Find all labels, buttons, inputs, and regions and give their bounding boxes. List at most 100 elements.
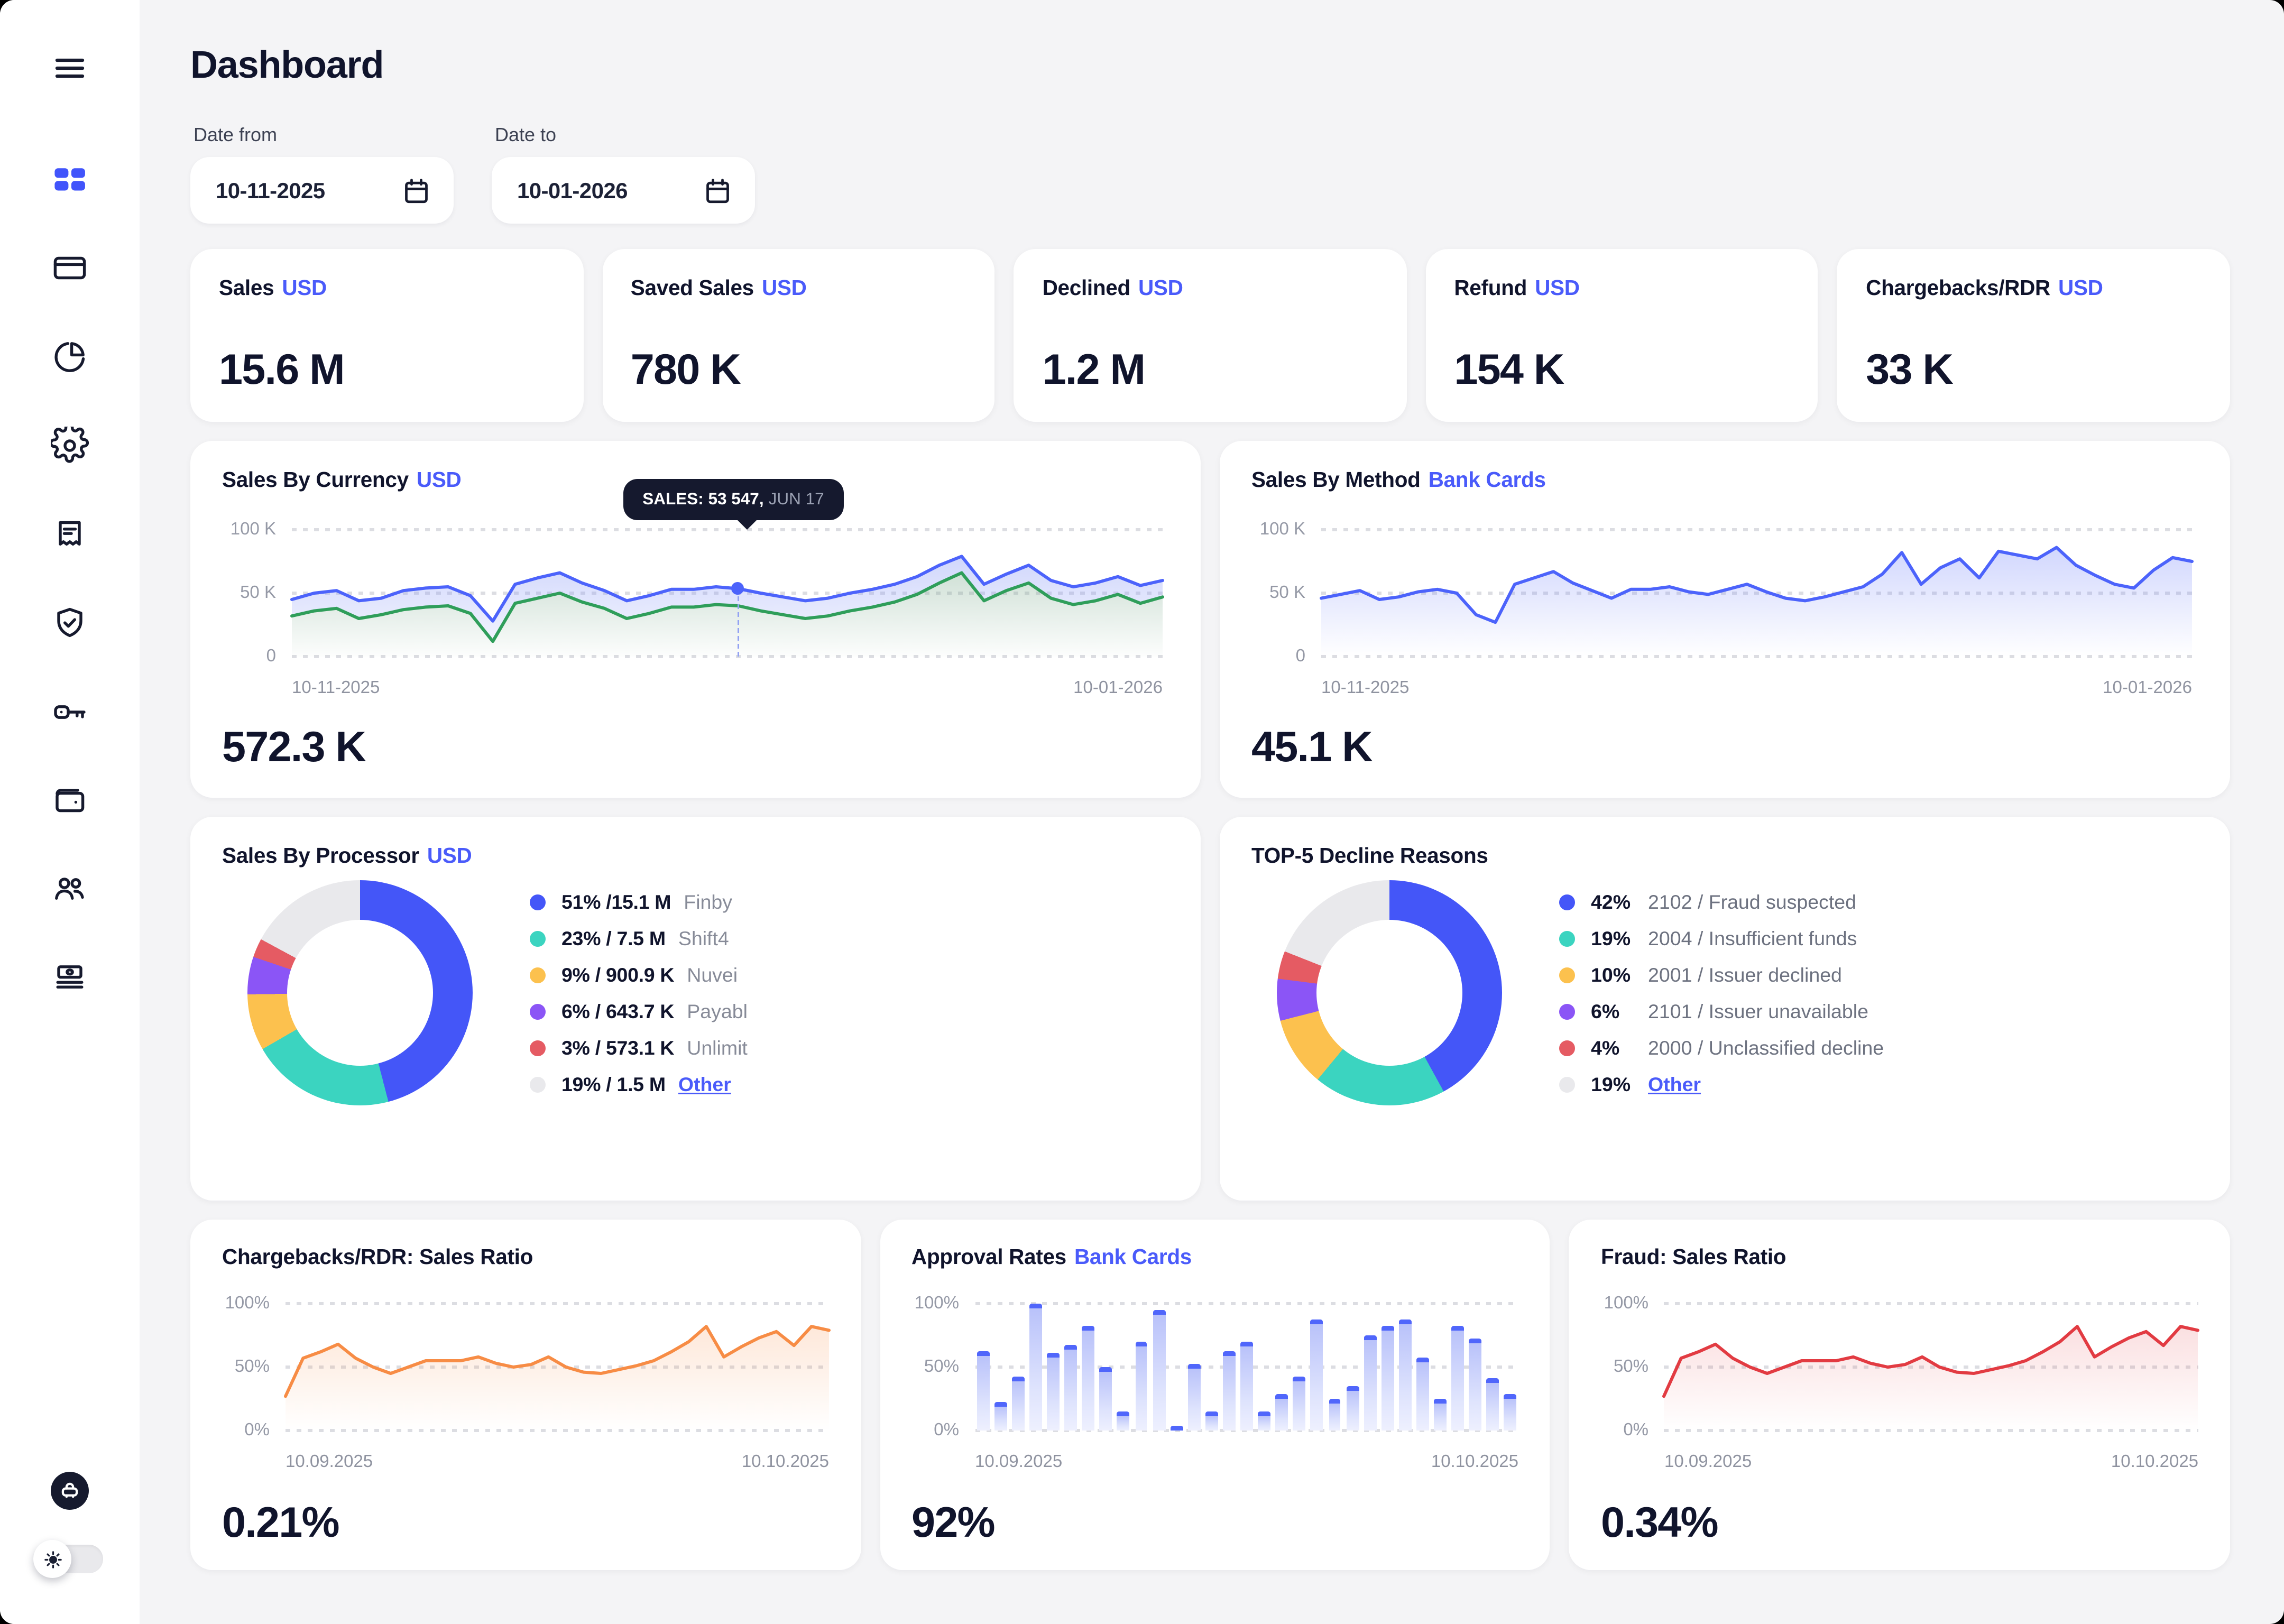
date-to-input[interactable]: 10-01-2026 [492,157,755,224]
page-title: Dashboard [190,44,384,87]
other-link[interactable]: Other [678,1073,731,1095]
y-tick: 100% [914,1294,960,1313]
sales-by-currency-chart[interactable]: 100 K 50 K 0 SALES: 53 547, JUN 17 [231,479,1163,666]
bar[interactable] [1328,1399,1341,1431]
bar[interactable] [1451,1325,1465,1431]
sales-by-method-chart[interactable]: 100 K 50 K 0 [1260,520,2192,666]
card-subtitle: USD [427,844,472,868]
processor-donut-chart[interactable] [247,880,473,1105]
bar[interactable] [1170,1426,1183,1431]
bar[interactable] [1187,1364,1201,1431]
kpi-label: Refund [1454,276,1527,300]
legend-item: 6% 2101 / Issuer unavailable [1559,1000,1884,1022]
y-tick: 0% [934,1421,960,1440]
wallet-icon[interactable] [46,777,94,825]
fraud-ratio-chart[interactable]: 100% 50% 0% [1604,1294,2198,1440]
bar[interactable] [1099,1367,1112,1431]
banknotes-icon[interactable] [46,955,94,1002]
chart-total: 572.3 K [222,723,366,771]
tooltip-date: JUN 17 [768,490,824,509]
bar[interactable] [1469,1339,1482,1431]
key-icon[interactable] [46,688,94,736]
bar[interactable] [1258,1411,1271,1431]
bar[interactable] [1434,1399,1447,1431]
kpi-row: Sales USD 15.6 M Saved Sales USD 780 K Dec… [190,249,2230,422]
tooltip-guide-line [738,588,740,657]
bar[interactable] [1011,1377,1025,1431]
menu-icon[interactable] [46,44,94,92]
ratios-row: Chargebacks/RDR: Sales Ratio 100% 50% 0%… [190,1220,2231,1570]
credit-card-icon[interactable] [46,244,94,292]
bar[interactable] [1135,1342,1148,1431]
x-axis-end: 10.10.2025 [741,1453,830,1472]
kpi-label: Chargebacks/RDR [1866,276,2051,300]
card-title: Chargebacks/RDR: Sales Ratio [222,1245,533,1269]
kpi-label: Saved Sales [630,276,754,300]
bar[interactable] [1398,1318,1412,1431]
theme-toggle[interactable] [33,1540,103,1578]
y-tick: 50% [924,1358,960,1377]
kpi-currency: USD [282,276,327,300]
bar[interactable] [1222,1350,1236,1431]
chargebacks-ratio-chart[interactable]: 100% 50% 0% [225,1294,829,1440]
y-tick: 100 K [230,520,276,539]
calendar-icon [706,178,729,202]
date-from-input[interactable]: 10-11-2025 [190,157,454,224]
y-tick: 0 [1295,647,1305,666]
bar[interactable] [1504,1394,1517,1431]
tooltip-dot [730,582,743,595]
approval-rates-chart[interactable]: 100% 50% 0% [915,1294,1519,1440]
sales-by-processor-card: Sales By Processor USD 51% /15.1 M Finby 2… [190,817,1201,1201]
card-title: Fraud: Sales Ratio [1601,1245,1786,1269]
bar[interactable] [1487,1378,1499,1431]
bar[interactable] [1381,1325,1394,1431]
y-tick: 0 [266,647,276,666]
bar[interactable] [1047,1353,1060,1431]
sidebar-nav [46,155,94,1002]
other-link[interactable]: Other [1648,1073,1701,1095]
chart-tooltip: SALES: 53 547, JUN 17 [623,479,843,520]
kpi-sales: Sales USD 15.6 M [190,249,583,422]
decline-donut-chart[interactable] [1277,880,1502,1105]
bar[interactable] [1346,1386,1359,1431]
bar[interactable] [1275,1394,1288,1431]
users-icon[interactable] [46,866,94,914]
bar[interactable] [977,1350,989,1431]
card-subtitle: USD [416,468,462,492]
shield-check-icon[interactable] [46,599,94,647]
kpi-value: 154 K [1454,346,1564,393]
bar[interactable] [994,1402,1007,1431]
avatar[interactable] [51,1472,89,1510]
dashboard-grid-icon[interactable] [46,155,94,203]
bar[interactable] [1240,1342,1253,1431]
bar[interactable] [1205,1411,1218,1431]
x-axis-start: 10.09.2025 [1664,1453,1752,1472]
bar[interactable] [1364,1335,1376,1431]
bar[interactable] [1064,1345,1077,1431]
card-subtitle: Bank Cards [1074,1245,1192,1269]
chargebacks-ratio-card: Chargebacks/RDR: Sales Ratio 100% 50% 0%… [190,1220,861,1570]
x-axis-end: 10.10.2025 [2111,1453,2199,1472]
x-axis-start: 10-11-2025 [1321,679,1410,698]
pie-chart-icon[interactable] [46,333,94,381]
ratio-value: 0.21% [222,1499,339,1546]
bar[interactable] [1117,1411,1130,1431]
sidebar [0,0,140,1624]
bar[interactable] [1416,1357,1429,1431]
gear-icon[interactable] [46,422,94,469]
x-axis-end: 10-01-2026 [1073,679,1163,698]
bar[interactable] [1152,1310,1165,1431]
legend-item: 3% / 573.1 K Unlimit [530,1037,748,1059]
card-title: Sales By Method [1251,468,1421,492]
y-tick: 100% [225,1294,270,1313]
card-title: Sales By Currency [222,468,409,492]
receipt-icon[interactable] [46,511,94,558]
bar[interactable] [1029,1304,1042,1431]
kpi-value: 33 K [1866,346,1954,393]
date-to-label: Date to [495,124,557,146]
bar[interactable] [1311,1318,1324,1431]
date-to-group: Date to 10-01-2026 [492,124,755,224]
bar[interactable] [1293,1377,1306,1431]
bar[interactable] [1082,1325,1095,1431]
